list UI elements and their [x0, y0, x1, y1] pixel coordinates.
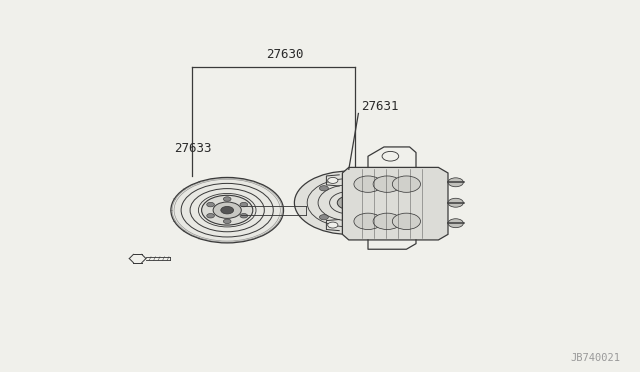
- Text: 27630: 27630: [266, 48, 303, 61]
- Circle shape: [221, 206, 234, 214]
- Circle shape: [448, 178, 463, 187]
- Circle shape: [344, 200, 354, 206]
- Circle shape: [319, 186, 328, 191]
- Circle shape: [223, 197, 231, 201]
- Circle shape: [207, 202, 214, 207]
- Circle shape: [223, 219, 231, 224]
- Circle shape: [171, 177, 284, 243]
- Circle shape: [382, 151, 399, 161]
- Text: JB740021: JB740021: [571, 353, 621, 363]
- Circle shape: [392, 176, 420, 192]
- Circle shape: [373, 213, 401, 230]
- Text: 27631: 27631: [362, 100, 399, 112]
- Circle shape: [448, 198, 463, 207]
- Circle shape: [240, 202, 248, 207]
- Polygon shape: [342, 167, 448, 240]
- Circle shape: [354, 213, 382, 230]
- Circle shape: [328, 177, 338, 183]
- Circle shape: [448, 219, 463, 228]
- Circle shape: [369, 186, 378, 191]
- Circle shape: [337, 196, 360, 209]
- Text: 27633: 27633: [173, 142, 211, 155]
- Circle shape: [392, 213, 420, 230]
- Circle shape: [369, 215, 378, 220]
- Circle shape: [328, 222, 338, 228]
- Circle shape: [213, 202, 241, 218]
- Circle shape: [202, 195, 253, 225]
- Circle shape: [207, 214, 214, 218]
- Circle shape: [319, 215, 328, 220]
- Circle shape: [294, 171, 403, 234]
- Circle shape: [354, 176, 382, 192]
- Circle shape: [240, 214, 248, 218]
- Circle shape: [373, 176, 401, 192]
